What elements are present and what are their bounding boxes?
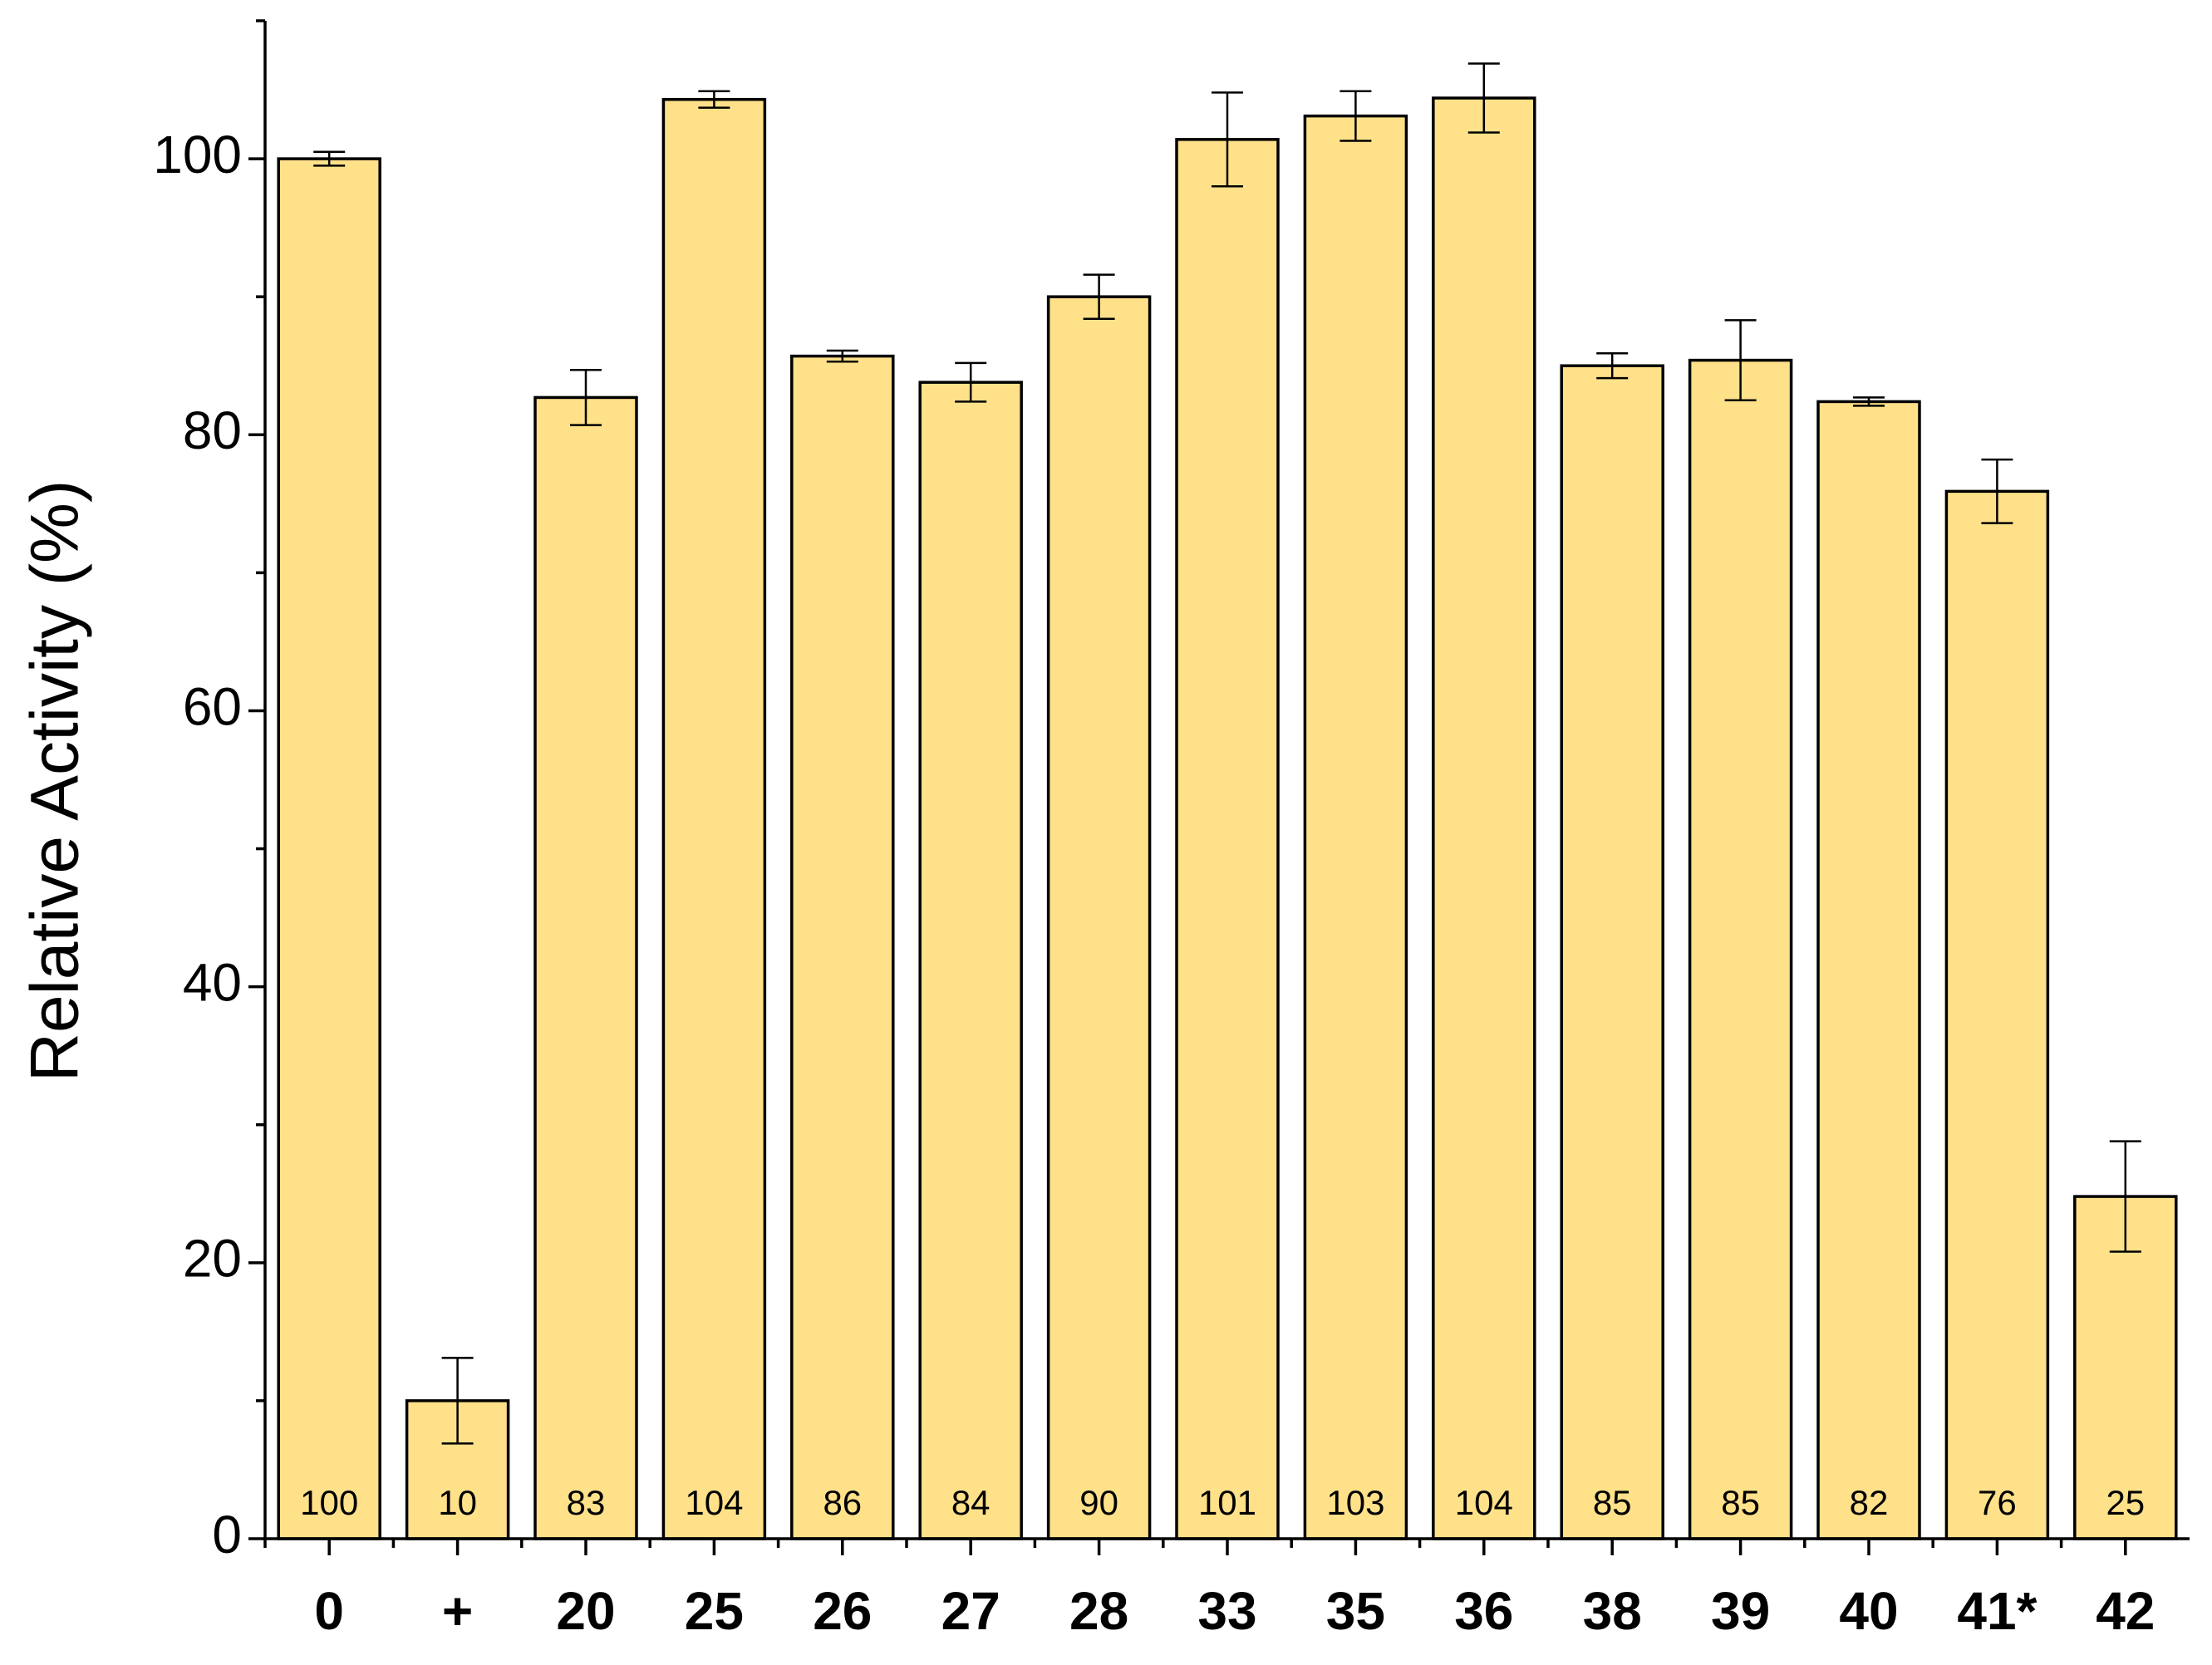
- y-tick-label: 60: [183, 676, 242, 736]
- bar: [661, 97, 767, 1540]
- y-tick-label: 80: [183, 400, 242, 460]
- value-label: 86: [823, 1483, 862, 1522]
- bar: [277, 157, 381, 1540]
- y-tick-label: 40: [183, 953, 242, 1013]
- x-tick-label: 33: [1197, 1581, 1256, 1641]
- bar: [1432, 96, 1536, 1540]
- value-label: 104: [1455, 1483, 1513, 1522]
- bar: [1560, 364, 1664, 1540]
- x-tick-label: +: [442, 1581, 473, 1641]
- x-tick-label: 40: [1839, 1581, 1898, 1641]
- error-bar: [1212, 91, 1243, 188]
- value-label: 25: [2106, 1483, 2145, 1522]
- value-label: 104: [685, 1483, 743, 1522]
- bar: [1944, 489, 2050, 1540]
- y-axis-label: Relative Activity (%): [17, 480, 93, 1083]
- value-label: 84: [951, 1483, 990, 1522]
- bar: [918, 381, 1023, 1540]
- x-tick-label: 26: [813, 1581, 872, 1641]
- value-label: 85: [1721, 1483, 1760, 1522]
- y-tick-label: 20: [183, 1229, 242, 1289]
- bar: [1688, 358, 1793, 1540]
- x-tick-label: 35: [1326, 1581, 1385, 1641]
- value-label: 83: [567, 1483, 606, 1522]
- bar: [790, 354, 895, 1540]
- error-bar: [698, 90, 730, 109]
- x-tick-label: 25: [685, 1581, 744, 1641]
- bar: [1175, 138, 1280, 1540]
- x-tick-label: 36: [1454, 1581, 1513, 1641]
- value-label: 76: [1978, 1483, 2017, 1522]
- x-tick-label: 27: [941, 1581, 1000, 1641]
- value-label: 85: [1593, 1483, 1632, 1522]
- value-label: 101: [1198, 1483, 1256, 1522]
- x-tick-label: 42: [2096, 1581, 2155, 1641]
- x-tick-label: 38: [1583, 1581, 1642, 1641]
- error-bar: [955, 361, 987, 403]
- x-tick-label: 41*: [1957, 1581, 2037, 1641]
- value-label: 103: [1326, 1483, 1384, 1522]
- bar: [1303, 114, 1408, 1540]
- error-bar: [441, 1357, 474, 1445]
- value-label: 10: [438, 1483, 477, 1522]
- error-bar: [1853, 396, 1885, 407]
- error-bar: [570, 368, 602, 426]
- error-bar: [1981, 458, 2013, 524]
- x-tick-label: 28: [1069, 1581, 1128, 1641]
- bar: [2073, 1195, 2178, 1540]
- error-bar: [826, 349, 858, 363]
- bar: [1046, 295, 1152, 1540]
- error-bar: [313, 150, 346, 167]
- error-bar: [1083, 273, 1115, 321]
- error-bar: [1724, 319, 1757, 401]
- value-label: 100: [300, 1483, 358, 1522]
- bar: [1816, 400, 1921, 1540]
- bar: [533, 395, 638, 1540]
- y-tick-label: 0: [212, 1505, 242, 1564]
- x-tick-label: 0: [314, 1581, 344, 1641]
- y-tick-label: 100: [153, 125, 242, 184]
- error-bar: [1339, 90, 1372, 142]
- error-bar: [1596, 352, 1629, 380]
- value-label: 90: [1079, 1483, 1118, 1522]
- error-bar: [1467, 62, 1500, 134]
- value-label: 82: [1850, 1483, 1889, 1522]
- error-bar: [2109, 1140, 2141, 1253]
- x-tick-label: 20: [556, 1581, 615, 1641]
- x-tick-label: 39: [1711, 1581, 1770, 1641]
